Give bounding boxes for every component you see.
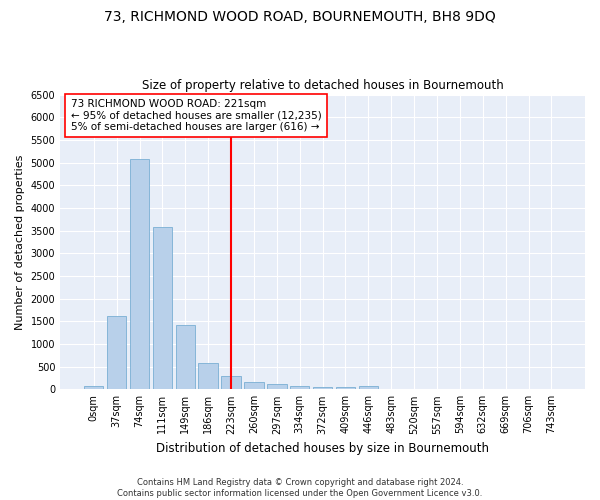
Bar [152,227,172,390]
Bar [107,316,127,390]
Bar [244,382,263,390]
Bar [84,386,103,390]
Bar [359,386,378,390]
Bar [199,362,218,390]
Text: 73, RICHMOND WOOD ROAD, BOURNEMOUTH, BH8 9DQ: 73, RICHMOND WOOD ROAD, BOURNEMOUTH, BH8… [104,10,496,24]
Bar [176,326,195,390]
Y-axis label: Number of detached properties: Number of detached properties [15,154,25,330]
Bar [336,388,355,390]
Title: Size of property relative to detached houses in Bournemouth: Size of property relative to detached ho… [142,79,503,92]
Text: 73 RICHMOND WOOD ROAD: 221sqm
← 95% of detached houses are smaller (12,235)
5% o: 73 RICHMOND WOOD ROAD: 221sqm ← 95% of d… [71,99,322,132]
Bar [130,159,149,390]
X-axis label: Distribution of detached houses by size in Bournemouth: Distribution of detached houses by size … [156,442,489,455]
Bar [313,386,332,390]
Bar [290,386,310,390]
Text: Contains HM Land Registry data © Crown copyright and database right 2024.
Contai: Contains HM Land Registry data © Crown c… [118,478,482,498]
Bar [221,376,241,390]
Bar [267,384,287,390]
